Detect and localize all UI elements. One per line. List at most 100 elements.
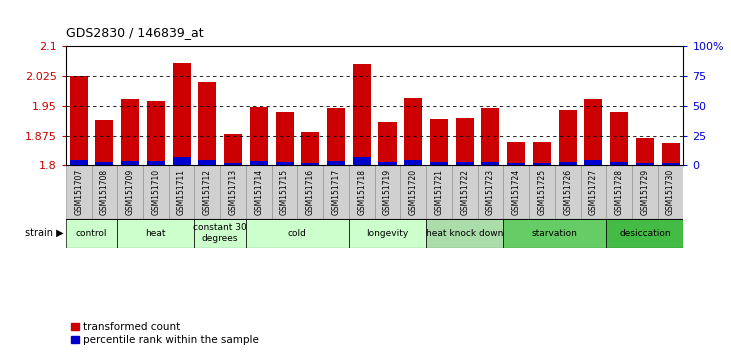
Text: GSM151724: GSM151724 (512, 169, 520, 215)
Text: GSM151720: GSM151720 (409, 169, 417, 215)
Bar (327, 108, 345, 166)
Bar (584, 160, 602, 166)
Bar (584, 99, 602, 166)
Bar (121, 99, 139, 166)
Bar (173, 157, 191, 166)
Bar (504, 166, 529, 219)
Bar (662, 163, 680, 166)
Bar (482, 108, 499, 166)
Text: GSM151707: GSM151707 (74, 169, 83, 215)
Bar (169, 166, 194, 219)
Text: heat: heat (145, 229, 166, 238)
Text: GSM151728: GSM151728 (615, 169, 624, 215)
Bar (298, 166, 323, 219)
Bar (404, 160, 423, 166)
Bar (632, 166, 658, 219)
Bar (349, 166, 374, 219)
Text: GSM151714: GSM151714 (254, 169, 263, 215)
Bar (558, 110, 577, 166)
Text: cold: cold (288, 229, 307, 238)
Text: control: control (76, 229, 107, 238)
Bar (452, 166, 477, 219)
Bar (66, 166, 91, 219)
Bar (194, 166, 220, 219)
Bar (401, 166, 426, 219)
Bar (379, 162, 396, 166)
Bar (250, 161, 268, 166)
Bar (379, 122, 396, 166)
Text: longevity: longevity (366, 229, 409, 238)
Bar (173, 63, 191, 166)
Bar (117, 166, 143, 219)
Text: strain ▶: strain ▶ (25, 228, 63, 238)
Bar (250, 107, 268, 166)
Bar (477, 166, 504, 219)
Text: GSM151716: GSM151716 (306, 169, 315, 215)
Text: GSM151717: GSM151717 (332, 169, 341, 215)
Bar (606, 219, 683, 248)
Text: GSM151711: GSM151711 (177, 169, 186, 215)
Text: GSM151709: GSM151709 (126, 169, 135, 215)
Bar (426, 166, 452, 219)
Bar (580, 166, 606, 219)
Text: GSM151719: GSM151719 (383, 169, 392, 215)
Text: constant 30
degrees: constant 30 degrees (193, 223, 247, 243)
Bar (606, 166, 632, 219)
Bar (426, 219, 504, 248)
Bar (276, 162, 294, 166)
Bar (353, 64, 371, 166)
Text: GSM151710: GSM151710 (151, 169, 160, 215)
Bar (301, 132, 319, 166)
Text: desiccation: desiccation (619, 229, 670, 238)
Bar (246, 219, 349, 248)
Bar (349, 219, 426, 248)
Text: GDS2830 / 146839_at: GDS2830 / 146839_at (66, 26, 203, 39)
Bar (224, 135, 242, 166)
Text: GSM151712: GSM151712 (202, 169, 212, 215)
Bar (220, 166, 246, 219)
Text: GSM151722: GSM151722 (461, 169, 469, 215)
Text: heat knock down: heat knock down (426, 229, 504, 238)
Text: GSM151715: GSM151715 (280, 169, 289, 215)
Bar (323, 166, 349, 219)
Bar (658, 166, 683, 219)
Bar (533, 142, 551, 166)
Bar (91, 166, 117, 219)
Bar (482, 162, 499, 166)
Bar (636, 163, 654, 166)
Bar (147, 101, 165, 166)
Bar (194, 219, 246, 248)
Bar (430, 162, 448, 166)
Text: GSM151721: GSM151721 (434, 169, 444, 215)
Text: GSM151727: GSM151727 (589, 169, 598, 215)
Bar (558, 162, 577, 166)
Bar (374, 166, 401, 219)
Bar (662, 143, 680, 166)
Bar (272, 166, 298, 219)
Bar (198, 160, 216, 166)
Bar (455, 118, 474, 166)
Text: GSM151729: GSM151729 (640, 169, 649, 215)
Text: GSM151723: GSM151723 (486, 169, 495, 215)
Text: starvation: starvation (532, 229, 577, 238)
Bar (353, 157, 371, 166)
Bar (533, 163, 551, 166)
Bar (301, 163, 319, 166)
Bar (69, 76, 88, 166)
Bar (95, 120, 113, 166)
Bar (327, 161, 345, 166)
Bar (147, 161, 165, 166)
Bar (610, 112, 628, 166)
Bar (69, 160, 88, 166)
Bar (66, 219, 117, 248)
Bar (430, 119, 448, 166)
Text: GSM151718: GSM151718 (357, 169, 366, 215)
Bar (610, 162, 628, 166)
Text: GSM151708: GSM151708 (100, 169, 109, 215)
Text: GSM151730: GSM151730 (666, 169, 675, 215)
Legend: transformed count, percentile rank within the sample: transformed count, percentile rank withi… (71, 322, 260, 345)
Bar (246, 166, 272, 219)
Text: GSM151725: GSM151725 (537, 169, 547, 215)
Bar (95, 162, 113, 166)
Bar (636, 138, 654, 166)
